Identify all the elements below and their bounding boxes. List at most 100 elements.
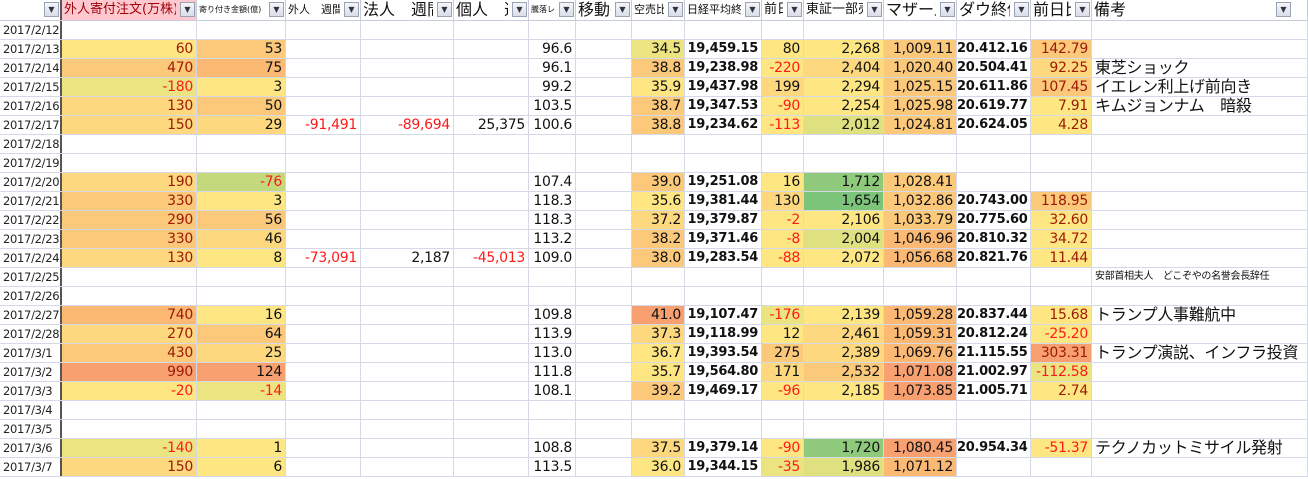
cell-opening-amount[interactable]: 1: [197, 439, 286, 457]
cell-short-selling-ratio[interactable]: 38.7: [632, 97, 685, 115]
cell-nikkei-change[interactable]: -2: [762, 211, 804, 229]
cell-nikkei-close[interactable]: [685, 420, 762, 438]
cell-tse1-volume[interactable]: [804, 21, 884, 39]
cell-short-selling-ratio[interactable]: [632, 268, 685, 286]
cell-short-selling-ratio[interactable]: 34.5: [632, 40, 685, 58]
cell-moving-average[interactable]: [576, 287, 632, 305]
cell-foreign-opening-orders[interactable]: 740: [62, 306, 197, 324]
cell-nikkei-close[interactable]: 19,347.53: [685, 97, 762, 115]
cell-individual-weekly[interactable]: [454, 363, 529, 381]
cell-tse1-volume[interactable]: [804, 401, 884, 419]
cell-nikkei-change[interactable]: -88: [762, 249, 804, 267]
column-header-moving-average[interactable]: 移動平 ▼: [576, 0, 632, 20]
cell-foreign-opening-orders[interactable]: 190: [62, 173, 197, 191]
cell-tse1-volume[interactable]: [804, 287, 884, 305]
cell-nikkei-close[interactable]: 19,564.80: [685, 363, 762, 381]
cell-foreign-weekly[interactable]: [286, 135, 361, 153]
column-header-corporate-weekly[interactable]: 法人 週間 ▼: [361, 0, 454, 20]
filter-dropdown-icon[interactable]: ▼: [1014, 2, 1029, 17]
cell-mothers[interactable]: [884, 420, 957, 438]
cell-corporate-weekly[interactable]: -89,694: [361, 116, 454, 134]
cell-tse1-volume[interactable]: 2,254: [804, 97, 884, 115]
cell-foreign-opening-orders[interactable]: 150: [62, 458, 197, 476]
cell-foreign-weekly[interactable]: [286, 211, 361, 229]
cell-dow-close[interactable]: [957, 268, 1031, 286]
cell-dow-close[interactable]: [957, 173, 1031, 191]
cell-moving-average[interactable]: [576, 363, 632, 381]
cell-corporate-weekly[interactable]: [361, 382, 454, 400]
cell-nikkei-close[interactable]: [685, 154, 762, 172]
cell-dow-close[interactable]: [957, 458, 1031, 476]
cell-nikkei-close[interactable]: 19,118.99: [685, 325, 762, 343]
cell-nikkei-change[interactable]: 130: [762, 192, 804, 210]
cell-foreign-weekly[interactable]: [286, 344, 361, 362]
cell-nikkei-close[interactable]: 19,437.98: [685, 78, 762, 96]
cell-individual-weekly[interactable]: [454, 78, 529, 96]
cell-nikkei-change[interactable]: 199: [762, 78, 804, 96]
cell-individual-weekly[interactable]: -45,013: [454, 249, 529, 267]
cell-date[interactable]: 2017/2/15: [0, 78, 62, 96]
cell-moving-average[interactable]: [576, 439, 632, 457]
cell-opening-amount[interactable]: 6: [197, 458, 286, 476]
cell-tse1-volume[interactable]: [804, 154, 884, 172]
cell-date[interactable]: 2017/2/27: [0, 306, 62, 324]
cell-short-selling-ratio[interactable]: 39.0: [632, 173, 685, 191]
cell-tse1-volume[interactable]: 2,389: [804, 344, 884, 362]
cell-short-selling-ratio[interactable]: 35.6: [632, 192, 685, 210]
cell-corporate-weekly[interactable]: [361, 135, 454, 153]
cell-nikkei-close[interactable]: [685, 401, 762, 419]
cell-tse1-volume[interactable]: 2,106: [804, 211, 884, 229]
cell-short-selling-ratio[interactable]: 37.3: [632, 325, 685, 343]
cell-advance-decline-ratio[interactable]: [529, 287, 576, 305]
cell-nikkei-close[interactable]: 19,371.46: [685, 230, 762, 248]
cell-advance-decline-ratio[interactable]: 108.1: [529, 382, 576, 400]
cell-nikkei-change[interactable]: -35: [762, 458, 804, 476]
cell-nikkei-change[interactable]: [762, 268, 804, 286]
cell-foreign-weekly[interactable]: [286, 439, 361, 457]
cell-individual-weekly[interactable]: [454, 59, 529, 77]
cell-tse1-volume[interactable]: 2,185: [804, 382, 884, 400]
cell-corporate-weekly[interactable]: [361, 287, 454, 305]
cell-nikkei-close[interactable]: 19,234.62: [685, 116, 762, 134]
cell-short-selling-ratio[interactable]: 35.7: [632, 363, 685, 381]
cell-foreign-weekly[interactable]: [286, 21, 361, 39]
cell-opening-amount[interactable]: [197, 135, 286, 153]
cell-nikkei-change[interactable]: -90: [762, 439, 804, 457]
cell-nikkei-change[interactable]: 171: [762, 363, 804, 381]
cell-foreign-opening-orders[interactable]: 130: [62, 249, 197, 267]
cell-nikkei-change[interactable]: -90: [762, 97, 804, 115]
cell-date[interactable]: 2017/2/17: [0, 116, 62, 134]
cell-individual-weekly[interactable]: [454, 439, 529, 457]
cell-individual-weekly[interactable]: [454, 458, 529, 476]
cell-foreign-opening-orders[interactable]: [62, 154, 197, 172]
cell-corporate-weekly[interactable]: [361, 363, 454, 381]
cell-individual-weekly[interactable]: [454, 21, 529, 39]
cell-foreign-opening-orders[interactable]: [62, 135, 197, 153]
cell-dow-change[interactable]: [1031, 268, 1092, 286]
cell-moving-average[interactable]: [576, 420, 632, 438]
cell-dow-change[interactable]: 142.79: [1031, 40, 1092, 58]
cell-foreign-weekly[interactable]: [286, 192, 361, 210]
cell-nikkei-close[interactable]: 19,381.44: [685, 192, 762, 210]
cell-short-selling-ratio[interactable]: 36.0: [632, 458, 685, 476]
cell-short-selling-ratio[interactable]: 38.2: [632, 230, 685, 248]
cell-advance-decline-ratio[interactable]: [529, 401, 576, 419]
cell-dow-close[interactable]: 20.954.34: [957, 439, 1031, 457]
cell-notes[interactable]: トランプ演説、インフラ投資: [1092, 344, 1308, 362]
cell-advance-decline-ratio[interactable]: 100.6: [529, 116, 576, 134]
cell-mothers[interactable]: [884, 154, 957, 172]
cell-dow-close[interactable]: [957, 401, 1031, 419]
cell-dow-change[interactable]: 118.95: [1031, 192, 1092, 210]
column-header-nikkei-close[interactable]: 日経平均終値 ▼: [685, 0, 762, 20]
cell-nikkei-close[interactable]: [685, 21, 762, 39]
cell-foreign-weekly[interactable]: [286, 230, 361, 248]
cell-date[interactable]: 2017/2/22: [0, 211, 62, 229]
cell-nikkei-change[interactable]: 275: [762, 344, 804, 362]
cell-foreign-weekly[interactable]: [286, 363, 361, 381]
cell-corporate-weekly[interactable]: [361, 154, 454, 172]
cell-dow-change[interactable]: 303.31: [1031, 344, 1092, 362]
cell-moving-average[interactable]: [576, 268, 632, 286]
cell-date[interactable]: 2017/2/20: [0, 173, 62, 191]
cell-mothers[interactable]: [884, 21, 957, 39]
cell-moving-average[interactable]: [576, 458, 632, 476]
